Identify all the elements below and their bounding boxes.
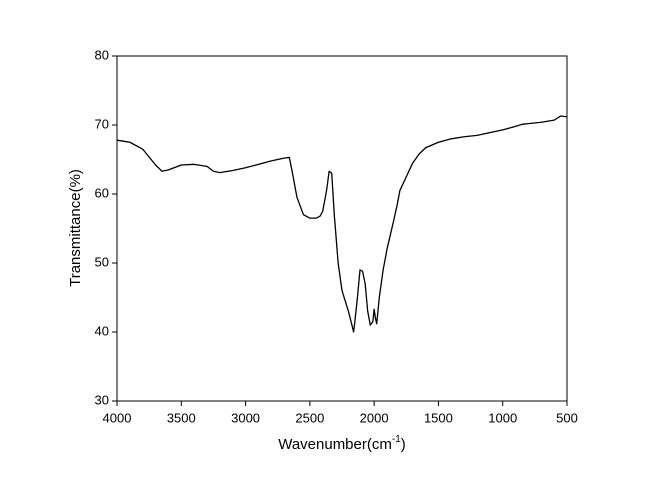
x-label-end: ) <box>401 436 406 453</box>
y-tick-label: 70 <box>95 116 109 131</box>
x-tick-label: 2500 <box>295 410 324 425</box>
x-tick-label: 500 <box>556 410 578 425</box>
y-axis-label: Transmittance(%) <box>67 169 84 287</box>
spectrum-line <box>116 115 568 333</box>
y-tick-label: 80 <box>95 47 109 62</box>
x-axis-label: Wavenumber(cm-1) <box>278 434 406 453</box>
x-tick-label: 1000 <box>488 410 517 425</box>
y-tick-label: 30 <box>95 392 109 407</box>
x-tick-label: 1500 <box>424 410 453 425</box>
y-tick-label: 50 <box>95 254 109 269</box>
y-tick-label: 60 <box>95 185 109 200</box>
y-tick-label: 40 <box>95 323 109 338</box>
x-label-main: Wavenumber(cm <box>278 436 392 453</box>
x-tick-label: 3000 <box>231 410 260 425</box>
x-label-sup: -1 <box>392 434 401 445</box>
plot-frame <box>116 55 568 402</box>
x-tick-label: 3500 <box>167 410 196 425</box>
x-tick-label: 2000 <box>360 410 389 425</box>
x-tick-label: 4000 <box>103 410 132 425</box>
